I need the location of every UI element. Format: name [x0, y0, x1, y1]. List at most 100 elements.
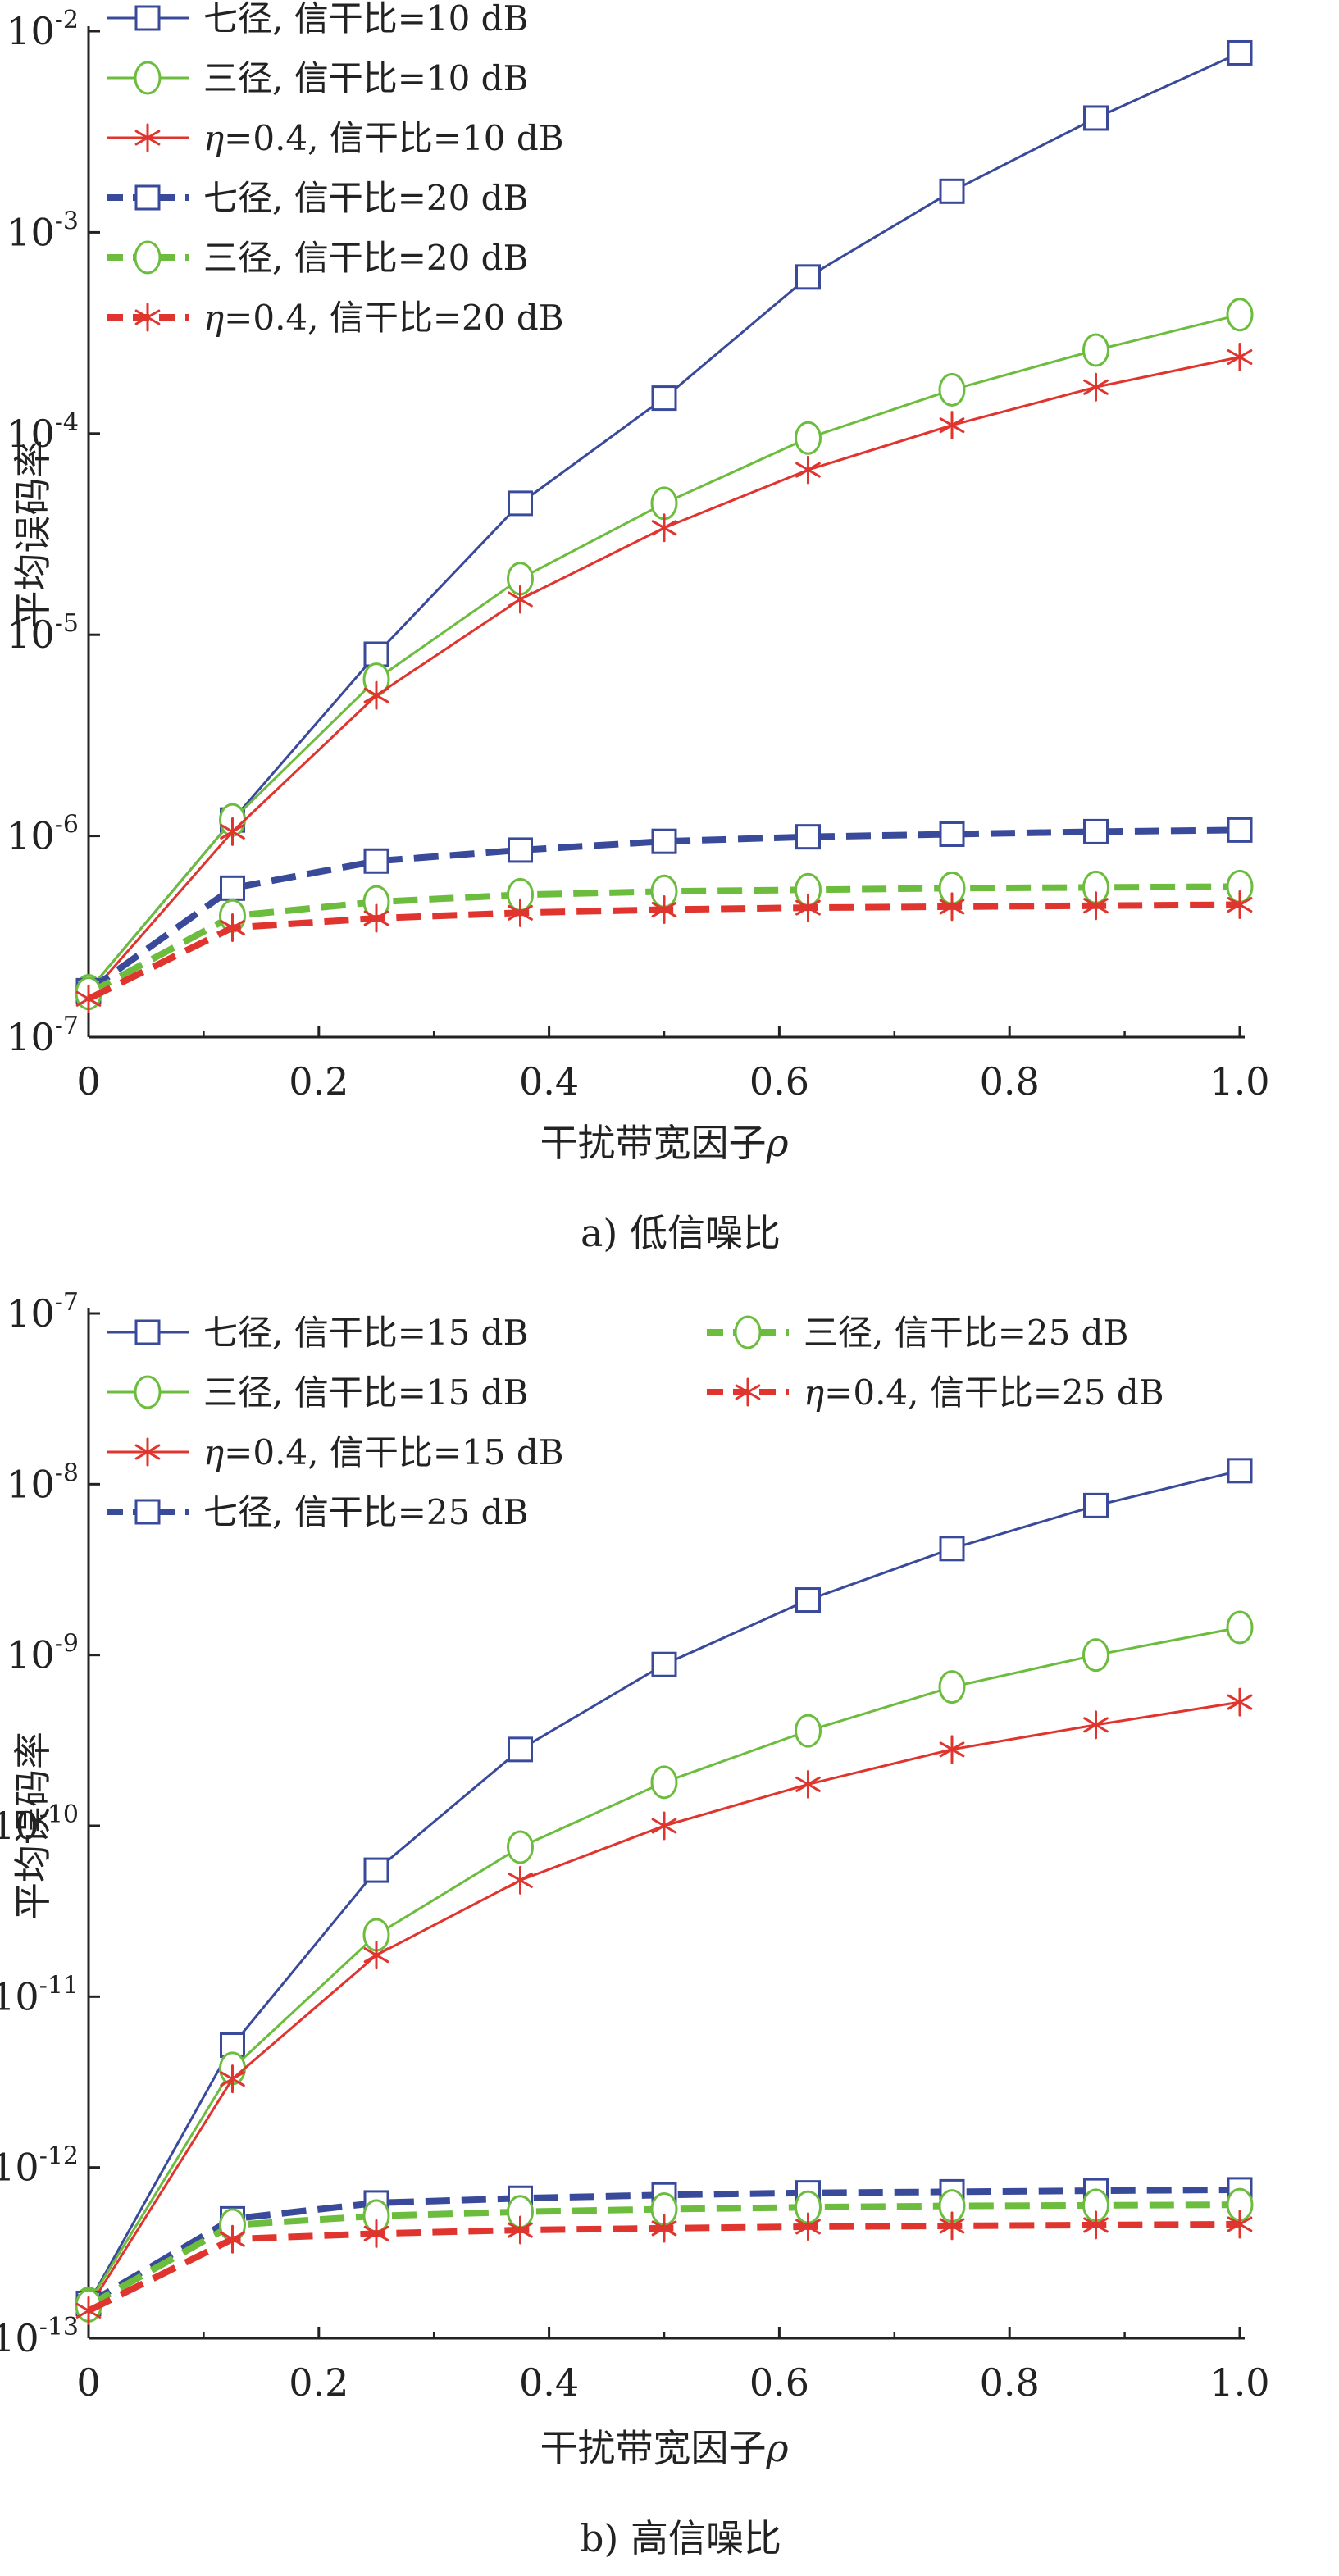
legend-label: η=0.4, 信干比=10 dB [203, 118, 564, 158]
data-point [795, 1587, 821, 1613]
data-point [220, 913, 245, 942]
y-axis-title: 平均误码率 [11, 440, 55, 629]
y-tick-label: 10-11 [0, 1971, 79, 2018]
legend-item: 三径, 信干比=10 dB [107, 58, 528, 98]
data-point [363, 641, 389, 667]
data-point [508, 1736, 533, 1763]
series-4 [75, 2187, 1254, 2323]
star-stroke [651, 1818, 677, 1834]
star-stroke [220, 919, 245, 935]
data-point [1082, 1638, 1109, 1673]
data-point [1083, 1710, 1109, 1740]
x-tick-label: 0.6 [749, 2360, 809, 2405]
star-stroke [1083, 1717, 1109, 1733]
data-point [651, 895, 677, 925]
data-point [1083, 105, 1109, 131]
data-point [651, 828, 677, 854]
data-point [1227, 890, 1253, 920]
star-stroke [508, 1872, 533, 1888]
x-tick-label: 0.4 [519, 2360, 579, 2405]
data-point [1227, 39, 1253, 66]
y-tick-label: 10-8 [7, 1459, 79, 1506]
legend-swatch-marker [134, 1375, 162, 1409]
star-stroke [795, 899, 821, 916]
star-stroke [1083, 2217, 1109, 2233]
star-stroke [134, 1444, 161, 1460]
star-stroke [508, 591, 533, 608]
legend: 七径, 信干比=10 dB 三径, 信干比=10 dB η=0.4, 信干比=10 … [107, 0, 564, 338]
data-point [1083, 891, 1109, 921]
y-ticks: 10-7 10-6 10-5 10-4 10-3 10-2 [7, 6, 100, 1059]
star-stroke [795, 2219, 821, 2235]
legend-swatch-marker [134, 61, 162, 95]
legend-item: 三径, 信干比=15 dB [107, 1372, 528, 1413]
data-point [1227, 342, 1253, 371]
y-axis-title: 平均误码率 [11, 1732, 55, 1920]
star-stroke [1227, 897, 1253, 913]
legend-item: 七径, 信干比=15 dB [107, 1313, 528, 1353]
star-stroke [939, 899, 965, 915]
chart-b: 0 0.2 0.4 0.6 0.8 1.0 10-13 10-12 10-11 10-10 10-9… [0, 1288, 1270, 2560]
x-axis-title: 干扰带宽因子ρ [540, 2426, 788, 2470]
data-point [508, 1865, 533, 1895]
y-tick-label: 10-10 [0, 1800, 79, 1848]
series-line [87, 1469, 1241, 2305]
chart-subtitle: b) 高信噪比 [580, 2516, 781, 2560]
legend: 七径, 信干比=15 dB 三径, 信干比=15 dB η=0.4, 信干比=15 … [107, 1313, 1164, 1532]
data-point [75, 2296, 102, 2325]
legend-label: 三径, 信干比=25 dB [804, 1313, 1128, 1353]
data-point [938, 1670, 966, 1704]
data-point [1083, 2210, 1109, 2240]
legend-label: 七径, 信干比=10 dB [203, 0, 528, 39]
series-5 [75, 890, 1253, 1013]
x-tick-label: 0 [76, 1059, 100, 1104]
data-point [650, 1765, 678, 1800]
legend-label: η=0.4, 信干比=20 dB [203, 298, 564, 338]
y-tick-label: 10-13 [0, 2313, 79, 2360]
data-point [1226, 298, 1254, 332]
data-point [795, 893, 821, 922]
star-stroke [75, 990, 102, 1007]
series-group [75, 39, 1254, 1013]
star-stroke [220, 2071, 245, 2087]
data-point [1083, 372, 1109, 402]
y-tick-label: 10-5 [7, 609, 79, 657]
data-point [1082, 333, 1109, 367]
star-stroke [220, 823, 245, 840]
star-stroke [651, 902, 677, 918]
data-point [507, 1830, 534, 1864]
data-point [651, 385, 677, 412]
legend-label: 七径, 信干比=15 dB [203, 1313, 528, 1353]
data-point [651, 2214, 677, 2243]
series-group [75, 1458, 1254, 2325]
legend-swatch-marker [735, 1377, 761, 1407]
data-point [1226, 1610, 1254, 1645]
legend-item: 七径, 信干比=20 dB [107, 178, 528, 218]
data-point [795, 264, 821, 290]
data-point [1083, 818, 1109, 844]
legend-item: 七径, 信干比=25 dB [107, 1492, 528, 1532]
chart-subtitle: a) 低信噪比 [581, 1211, 781, 1255]
data-point [939, 2211, 965, 2241]
series-4 [75, 869, 1254, 1011]
legend-swatch-marker [134, 1499, 161, 1525]
x-tick-label: 1.0 [1209, 1059, 1269, 1104]
legend-item: η=0.4, 信干比=20 dB [107, 298, 564, 338]
star-stroke [363, 910, 389, 926]
x-tick-label: 0.8 [980, 2360, 1040, 2405]
legend-swatch-marker [134, 1437, 161, 1467]
legend-item: η=0.4, 信干比=15 dB [107, 1432, 564, 1472]
legend-swatch-marker [134, 240, 162, 275]
data-point [795, 1714, 822, 1748]
star-stroke [75, 2302, 102, 2319]
y-tick-label: 10-7 [7, 1012, 79, 1059]
data-point [795, 455, 821, 485]
data-point [363, 1857, 389, 1883]
data-point [1227, 2210, 1253, 2239]
legend-swatch-marker [134, 184, 161, 211]
data-point [363, 2219, 389, 2248]
legend-label: η=0.4, 信干比=15 dB [203, 1432, 564, 1472]
star-stroke [939, 2218, 965, 2234]
star-stroke [134, 309, 161, 325]
x-tick-label: 0.2 [289, 1059, 348, 1104]
